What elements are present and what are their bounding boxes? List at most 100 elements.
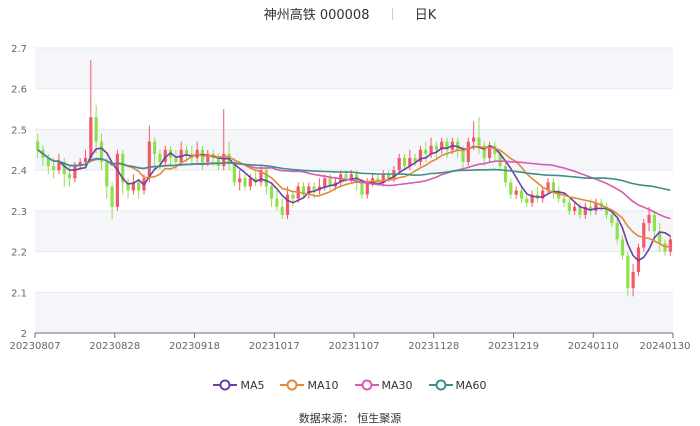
candle [434,141,439,158]
candle [567,198,571,215]
candle-body [285,194,290,215]
candle-body [264,170,268,187]
candle-body [174,157,178,162]
x-tick-label: 20230807 [10,341,61,352]
candle [126,178,130,199]
candle-body [52,166,56,171]
candle [153,137,157,167]
candle-body [243,178,247,187]
candle-body [461,149,465,162]
candle-body [36,141,40,150]
candle [631,263,635,297]
candle [530,190,534,207]
x-tick-label: 20240130 [640,341,691,352]
candle-body [647,214,651,224]
candle [57,153,61,175]
stock-name: 神州高铁 000008 [263,8,370,23]
candle-body [434,145,439,150]
candle-body [105,162,109,187]
candle-body [94,117,98,142]
candle [402,153,407,171]
candle [620,235,625,260]
legend-marker-icon [428,379,453,391]
y-tick-label: 2.3 [11,207,27,218]
candle-body [232,162,236,183]
candle-body [615,223,619,240]
candle [110,182,114,219]
candle-body [275,198,279,207]
legend-item-ma5[interactable]: MA5 [213,378,264,392]
legend-item-ma10[interactable]: MA10 [280,378,339,392]
candle-body [503,166,508,183]
candle-body [546,182,550,191]
candle-body [57,162,61,171]
candle [509,178,513,199]
candle [573,202,577,215]
candle-body [658,231,662,244]
candle-body [62,162,66,175]
candle [615,219,619,244]
candle-body [482,145,486,158]
candle-body [642,223,646,248]
candle [131,174,135,195]
candle [551,178,555,199]
candle-body [610,214,614,224]
candle [610,210,614,228]
grid-band [35,129,673,171]
candle-body [541,190,545,199]
candle [254,170,258,187]
x-tick-label: 20231017 [249,341,300,352]
y-tick-label: 2.4 [11,166,27,177]
candle-body [67,174,72,179]
candle [83,149,88,167]
candle [594,198,598,215]
candle-body [216,157,221,167]
candle [535,186,540,203]
candle-body [206,153,210,162]
candle-body [259,170,263,183]
candle [115,149,120,211]
candle-body [328,178,332,187]
candle-body [137,182,141,191]
candle-body [89,117,93,158]
candle-body [562,198,566,203]
candle-body [381,174,385,183]
plot-background [35,48,673,333]
candle-body [365,182,369,195]
candle-body [248,178,252,187]
y-tick-label: 2.2 [11,248,27,259]
candle [36,133,40,158]
legend-label: MA30 [381,378,413,392]
candle-body [487,145,492,158]
candle [668,235,672,256]
candle-body [413,157,417,162]
y-tick-label: 2.7 [11,44,27,55]
chart-title: 神州高铁 000008 日K [0,4,700,24]
title-separator [391,7,393,20]
candle-body [131,182,135,191]
candle [301,182,306,199]
candle-body [110,186,114,207]
candle-body [147,141,151,179]
moving-average-lines [37,144,671,262]
candle-body [360,182,364,195]
candle [642,219,646,252]
candle-body [280,206,284,215]
candle-body [498,153,502,167]
y-tick-label: 2.1 [11,288,27,299]
candle [291,190,295,207]
candle [381,170,385,187]
candle [519,186,524,203]
candle-body [323,178,327,187]
legend-item-ma30[interactable]: MA30 [354,378,413,392]
legend-marker-icon [354,379,379,391]
candle [583,202,587,219]
legend-item-ma60[interactable]: MA60 [428,378,487,392]
ma10-line [37,145,671,248]
candle [307,182,311,199]
candle-body [296,186,300,199]
candle [472,121,476,150]
candle [105,157,109,199]
grid-band [35,48,673,89]
